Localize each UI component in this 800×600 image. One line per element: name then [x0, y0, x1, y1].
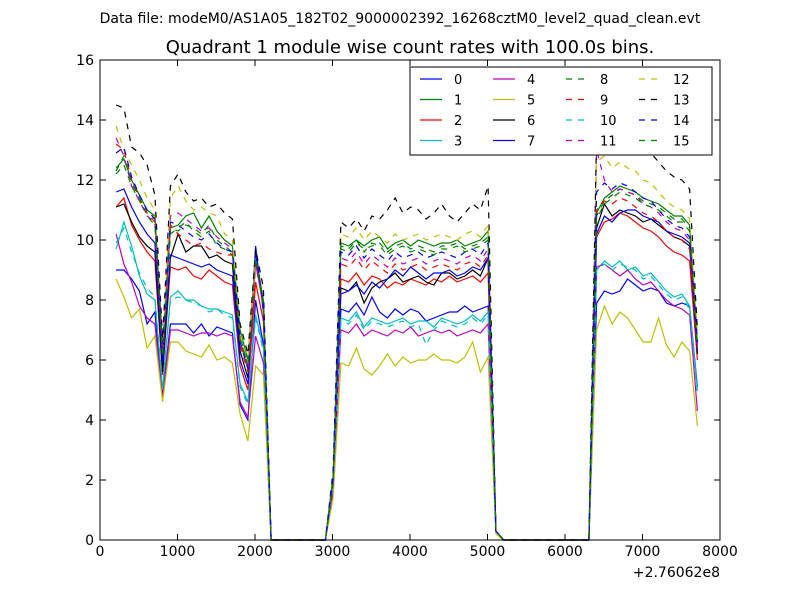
y-tick-label: 8 — [85, 293, 94, 309]
legend-label-15: 15 — [673, 135, 690, 150]
y-tick-label: 2 — [85, 473, 94, 489]
series-line-5 — [115, 278, 698, 541]
y-tick-label: 10 — [76, 233, 94, 249]
series-layer — [115, 104, 698, 541]
x-offset-label: +2.76062e8 — [633, 565, 720, 581]
y-tick-label: 4 — [85, 413, 94, 429]
series-line-2 — [115, 196, 698, 541]
y-tick-label: 16 — [76, 53, 94, 69]
x-tick-label: 1000 — [160, 544, 196, 560]
legend-label-1: 1 — [454, 94, 462, 109]
legend-frame — [409, 66, 713, 156]
legend-label-3: 3 — [454, 135, 462, 150]
series-line-10 — [115, 226, 698, 541]
series-line-7 — [115, 188, 698, 541]
series-line-13 — [115, 104, 698, 541]
legend-label-4: 4 — [527, 73, 535, 88]
legend-label-2: 2 — [454, 114, 462, 129]
x-tick-label: 3000 — [315, 544, 351, 560]
legend-label-6: 6 — [527, 114, 535, 129]
y-tick-label: 12 — [76, 173, 94, 189]
y-tick-label: 14 — [76, 113, 94, 129]
legend-label-12: 12 — [673, 73, 690, 88]
x-tick-label: 2000 — [237, 544, 273, 560]
legend-label-13: 13 — [673, 94, 690, 109]
chart-suptitle: Data file: modeM0/AS1A05_182T02_90000023… — [100, 11, 701, 27]
series-line-15 — [115, 154, 698, 541]
series-line-14 — [115, 145, 698, 541]
legend-label-0: 0 — [454, 73, 462, 88]
series-line-11 — [115, 137, 698, 541]
x-tick-label: 8000 — [702, 544, 738, 560]
series-line-4 — [115, 233, 698, 541]
x-tick-label: 5000 — [470, 544, 506, 560]
legend-label-8: 8 — [600, 73, 608, 88]
x-tick-label: 7000 — [625, 544, 661, 560]
legend-label-11: 11 — [600, 135, 617, 150]
y-tick-label: 6 — [85, 353, 94, 369]
y-tick-label: 0 — [85, 533, 94, 549]
legend-label-14: 14 — [673, 114, 690, 129]
series-line-3 — [115, 219, 698, 541]
legend-label-7: 7 — [527, 135, 535, 150]
legend-label-5: 5 — [527, 94, 535, 109]
series-line-9 — [115, 143, 698, 541]
ticks-layer: 0 1000 2000 3000 4000 5000 6000 7000 80000246810… — [76, 53, 738, 560]
x-tick-label: 4000 — [392, 544, 428, 560]
x-tick-label: 0 — [96, 544, 105, 560]
series-line-12 — [115, 125, 698, 541]
series-line-0 — [116, 269, 698, 541]
chart-title: Quadrant 1 module wise count rates with … — [166, 37, 655, 58]
legend-label-9: 9 — [600, 94, 608, 109]
series-line-1 — [115, 157, 698, 541]
x-tick-label: 6000 — [547, 544, 583, 560]
series-line-8 — [115, 163, 698, 541]
legend-label-10: 10 — [600, 114, 617, 129]
series-line-6 — [115, 202, 698, 541]
